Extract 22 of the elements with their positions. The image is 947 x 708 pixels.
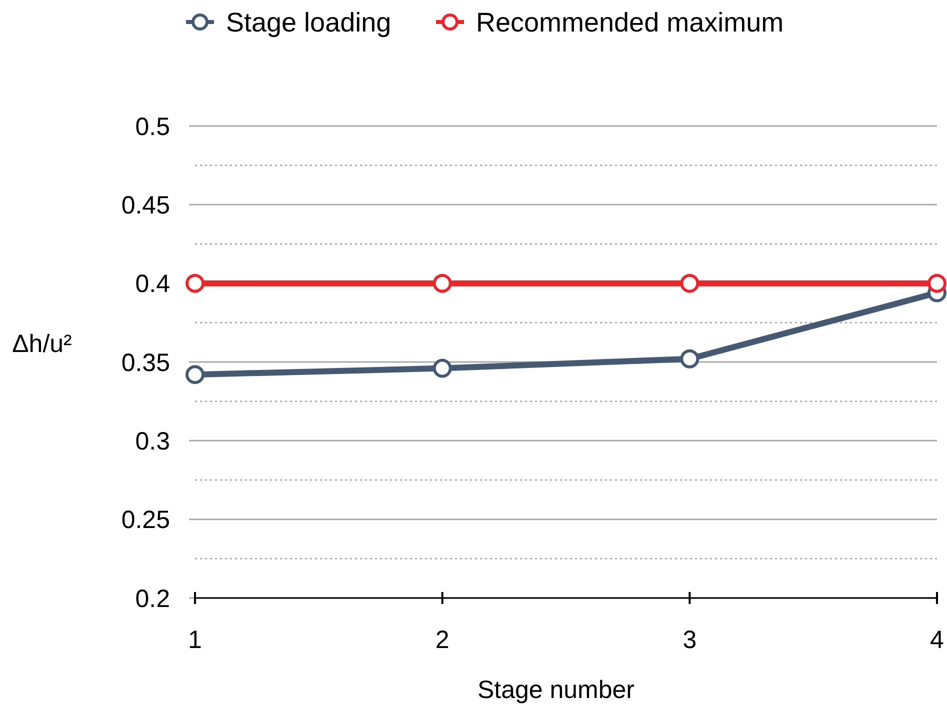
point <box>928 274 946 293</box>
y-tick-label: 0.2 <box>135 584 170 613</box>
y-tick-label: 0.3 <box>135 427 170 456</box>
point <box>680 349 700 368</box>
point <box>432 274 452 293</box>
point <box>680 274 700 293</box>
y-tick-label: 0.5 <box>135 112 170 141</box>
legend-label: Recommended maximum <box>476 7 784 38</box>
x-tick-label: 4 <box>930 626 944 654</box>
x-tick-label: 2 <box>435 626 450 654</box>
point <box>186 365 204 384</box>
point <box>432 358 452 378</box>
legend-label: Stage loading <box>226 7 392 38</box>
x-tick-label: 1 <box>188 626 202 654</box>
x-axis-title: Stage number <box>477 676 635 704</box>
y-tick-label: 0.4 <box>135 270 170 298</box>
point <box>186 274 204 293</box>
y-axis-title: Δh/u² <box>12 330 72 358</box>
y-tick-label: 0.45 <box>121 191 170 220</box>
y-tick-label: 0.25 <box>121 506 170 534</box>
y-tick-label: 0.35 <box>121 348 170 377</box>
x-tick-label: 3 <box>682 626 697 654</box>
